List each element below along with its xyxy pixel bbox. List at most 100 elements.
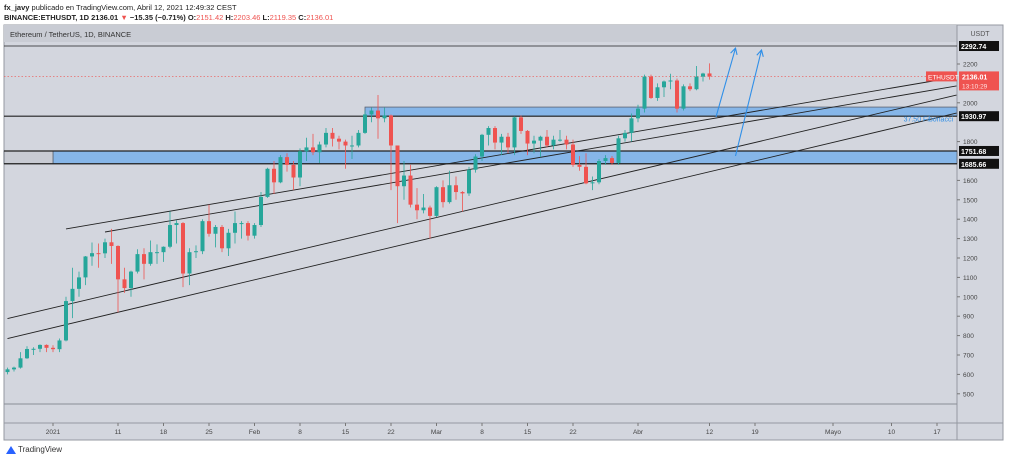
open-value: 2151.42 (196, 13, 224, 22)
y-tick-label: 1600 (963, 178, 978, 185)
x-tick-label: 15 (524, 429, 532, 436)
candle-body (577, 164, 582, 167)
low-value: 2119.35 (269, 13, 297, 22)
candle-body (168, 225, 172, 247)
x-tick-label: 11 (115, 429, 122, 436)
level-tag-1 (959, 111, 999, 122)
arrow-line-1 (734, 49, 763, 157)
y-tick-label: 1500 (963, 197, 978, 204)
candle-body (506, 136, 510, 148)
candle-body (610, 158, 614, 163)
zone-0 (364, 106, 958, 117)
candle-body (291, 164, 296, 178)
candle-body (5, 369, 10, 373)
x-tick-label: 8 (298, 429, 302, 436)
candle-body (363, 114, 367, 133)
candle-body (343, 141, 348, 146)
candle-body (31, 348, 36, 350)
candle-body (70, 288, 75, 302)
candle-body (642, 76, 647, 109)
candle-body (220, 226, 224, 249)
candle-body (480, 134, 484, 157)
candle-body (44, 344, 49, 348)
arrow-head-icon (730, 46, 738, 56)
candle-body (415, 204, 419, 211)
candle-body (298, 151, 302, 178)
x-tick-label: 19 (751, 429, 759, 436)
level-tag-0 (959, 41, 999, 52)
y-tick-label: 500 (963, 391, 974, 398)
publish-info: fx_javy publicado en TradingView.com, Ab… (4, 3, 237, 12)
y-tick-label: 800 (963, 333, 974, 340)
candle-body (304, 147, 309, 152)
candle-body (441, 187, 445, 203)
trendline-3 (7, 112, 957, 339)
candle-body (350, 145, 354, 147)
candle-body (239, 223, 244, 225)
candle-body (636, 108, 640, 119)
candle-body (103, 242, 107, 254)
x-tick-label: 22 (569, 429, 577, 436)
x-tick-label: Mar (431, 429, 443, 436)
candle-body (525, 130, 530, 144)
candle-body (564, 139, 569, 145)
candle-body (64, 301, 68, 341)
candle-body (57, 340, 62, 350)
x-tick-label: 8 (480, 429, 484, 436)
y-tick-label: 1100 (963, 275, 977, 282)
x-tick-label: 2021 (46, 429, 61, 436)
candle-body (259, 196, 263, 226)
candle-body (460, 192, 465, 194)
y-tick-label: 2200 (963, 62, 978, 69)
y-tick-label: 2000 (963, 100, 978, 107)
arrow-line-0 (715, 47, 737, 118)
symbol: BINANCE:ETHUSDT, 1D (4, 13, 90, 22)
candle-body (317, 144, 322, 153)
symbol-info: BINANCE:ETHUSDT, 1D 2136.01 ▼ −15.35 (−0… (4, 13, 333, 22)
open-label: O: (187, 13, 197, 22)
candle-body (688, 86, 692, 90)
candle-body (207, 221, 211, 234)
y-tick-label: 700 (963, 353, 974, 360)
candle-body (486, 128, 491, 135)
x-tick-label: Abr (633, 429, 644, 436)
candle-body (623, 132, 627, 139)
candle-body (174, 223, 179, 226)
candle-body (116, 245, 120, 280)
candle-body (402, 175, 406, 187)
y-tick-label: 900 (963, 314, 974, 321)
candle-body (38, 344, 42, 349)
candle-body (512, 117, 517, 148)
high-value: 2203.46 (233, 13, 261, 22)
author: fx_javy (4, 3, 30, 12)
candle-body (272, 168, 276, 183)
candle-body (233, 223, 237, 233)
candle-body (694, 76, 699, 90)
candle-body (337, 138, 341, 142)
candle-body (629, 118, 634, 133)
candle-body (707, 73, 712, 77)
candle-body (96, 253, 101, 255)
candle-body (285, 157, 289, 165)
candle-body (571, 144, 575, 165)
x-tick-label: 10 (888, 429, 896, 436)
candle-body (246, 223, 250, 236)
tradingview-logo[interactable]: TradingView (6, 445, 62, 454)
countdown-label: 13:10:29 (962, 83, 988, 90)
x-tick-label: 15 (342, 429, 350, 436)
fibonacci-label: 37.50 Fibonacci (904, 117, 954, 124)
candle-body (226, 232, 231, 249)
level-label-2: 1751.68 (961, 149, 986, 156)
symbol-tag (926, 71, 957, 82)
last-price: 2136.01 (91, 13, 119, 22)
candle-body (324, 132, 328, 145)
candle-body (545, 136, 549, 146)
candle-body (181, 223, 185, 274)
candle-body (538, 136, 543, 141)
logo-text: TradingView (18, 445, 63, 454)
y-tick-label: 600 (963, 372, 974, 379)
y-tick-label: 1800 (963, 139, 978, 146)
title-bar (4, 25, 957, 42)
candle-body (369, 110, 374, 115)
